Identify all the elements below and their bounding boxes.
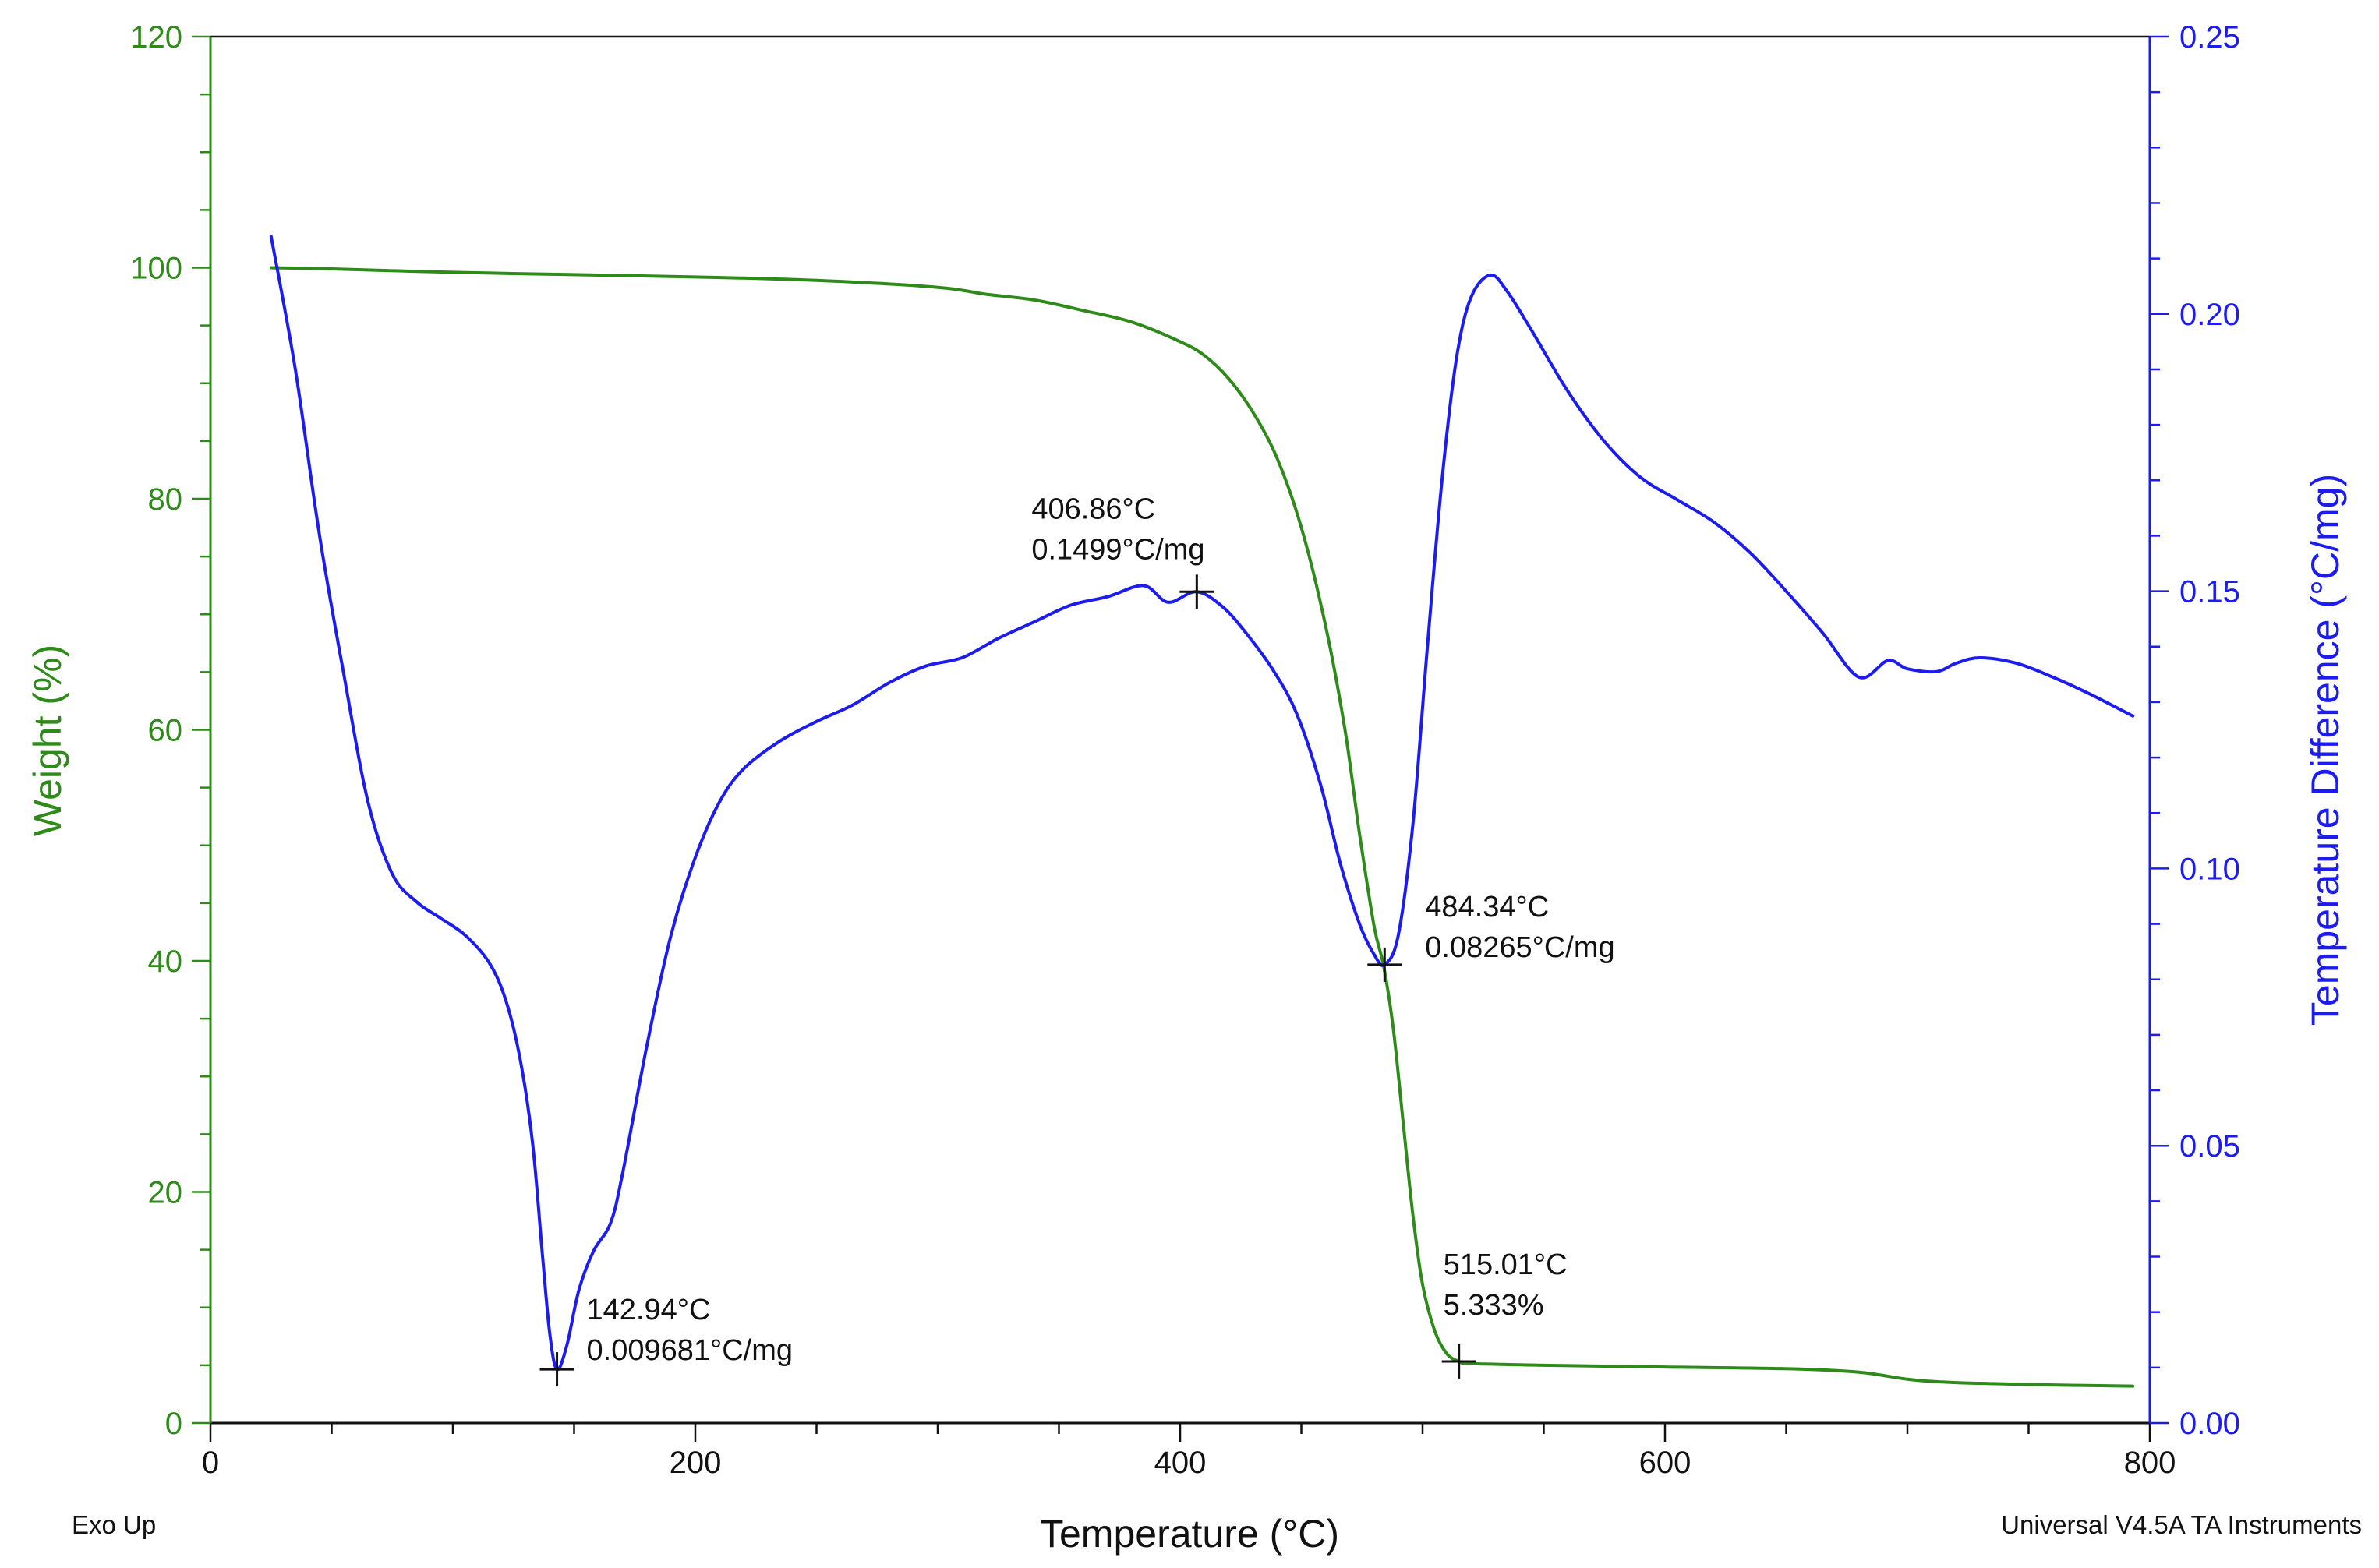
exo-up-label: Exo Up <box>72 1510 156 1539</box>
software-version-label: Universal V4.5A TA Instruments <box>2001 1510 2362 1539</box>
x-tick-label: 800 <box>2124 1446 2176 1480</box>
y-left-tick-label: 60 <box>148 714 183 748</box>
y-left-tick-label: 120 <box>130 20 182 55</box>
y-left-tick-label: 40 <box>148 945 183 979</box>
weight-curve <box>269 266 2135 1388</box>
y-left-axis-title: Weight (%) <box>26 645 69 836</box>
y-right-tick-label: 0.00 <box>2179 1407 2240 1441</box>
y-right-tick-label: 0.05 <box>2179 1129 2240 1164</box>
y-right-axis-title: Temperature Difference (°C/mg) <box>2303 474 2347 1026</box>
y-left-tick-label: 20 <box>148 1176 183 1210</box>
y-left-tick-label: 100 <box>130 252 182 286</box>
y-right-tick-label: 0.10 <box>2179 852 2240 886</box>
x-tick-label: 600 <box>1639 1446 1691 1480</box>
marker-label-temperature: 515.01°C <box>1444 1248 1568 1281</box>
x-axis-title: Temperature (°C) <box>1040 1512 1339 1556</box>
y-right-tick-label: 0.20 <box>2179 298 2240 332</box>
x-tick-label: 0 <box>202 1446 219 1480</box>
marker-label-temperature: 484.34°C <box>1425 891 1549 923</box>
marker-label-value: 0.1499°C/mg <box>1031 533 1204 566</box>
x-tick-label: 400 <box>1154 1446 1207 1480</box>
y-left-tick-label: 0 <box>165 1407 182 1441</box>
y-right-tick-label: 0.25 <box>2179 20 2240 55</box>
y-left-tick-label: 80 <box>148 482 183 517</box>
x-tick-label: 200 <box>670 1446 722 1480</box>
temperature-difference-curve <box>269 235 2135 1372</box>
marker-label-temperature: 406.86°C <box>1031 493 1155 525</box>
marker-label-value: 0.009681°C/mg <box>587 1334 793 1367</box>
marker-label-value: 5.333% <box>1444 1289 1544 1322</box>
y-right-tick-label: 0.15 <box>2179 575 2240 609</box>
marker-label-value: 0.08265°C/mg <box>1425 931 1614 964</box>
marker-label-temperature: 142.94°C <box>587 1294 711 1326</box>
